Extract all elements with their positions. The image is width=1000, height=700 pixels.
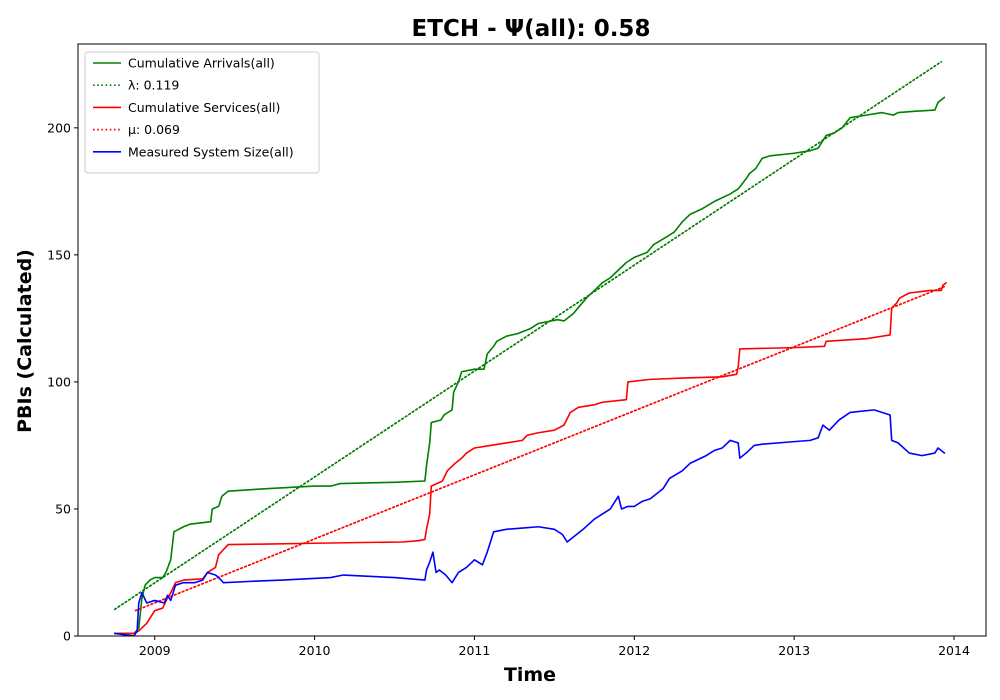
legend-label-2: Cumulative Services(all)	[128, 100, 280, 115]
x-axis-label: Time	[504, 664, 556, 686]
plot-frame	[77, 43, 987, 637]
axes: 2009 2010 2011 2012 2013 2014 0 50 100 150 200	[47, 43, 987, 658]
x-tick-label-3: 2012	[618, 643, 650, 658]
y-axis-label: PBIs (Calculated)	[14, 249, 36, 433]
legend-box	[84, 51, 320, 174]
legend: Cumulative Arrivals(all) λ: 0.119 Cumulati…	[84, 51, 320, 174]
series-line-3	[134, 285, 946, 612]
legend-label-4: Measured System Size(all)	[128, 144, 294, 159]
series-line-0	[113, 96, 946, 635]
chart-title: ETCH - Ψ(all): 0.58	[412, 16, 651, 42]
legend-label-0: Cumulative Arrivals(all)	[128, 56, 275, 71]
x-tick-label-4: 2013	[778, 643, 810, 658]
y-tick-label-2: 100	[47, 374, 71, 389]
y-tick-label-0: 0	[63, 629, 71, 644]
y-tick-label-3: 150	[47, 247, 71, 262]
plot-lines	[113, 60, 947, 636]
y-tick-label-4: 200	[47, 120, 71, 135]
y-tick-label-1: 50	[55, 501, 71, 516]
x-tick-label-2: 2011	[459, 643, 491, 658]
x-tick-label-0: 2009	[139, 643, 171, 658]
series-line-4	[113, 409, 946, 636]
legend-label-3: μ: 0.069	[128, 122, 180, 137]
x-tick-label-5: 2014	[938, 643, 970, 658]
series-line-1	[113, 60, 943, 611]
x-tick-label-1: 2010	[299, 643, 331, 658]
legend-label-1: λ: 0.119	[128, 78, 179, 93]
